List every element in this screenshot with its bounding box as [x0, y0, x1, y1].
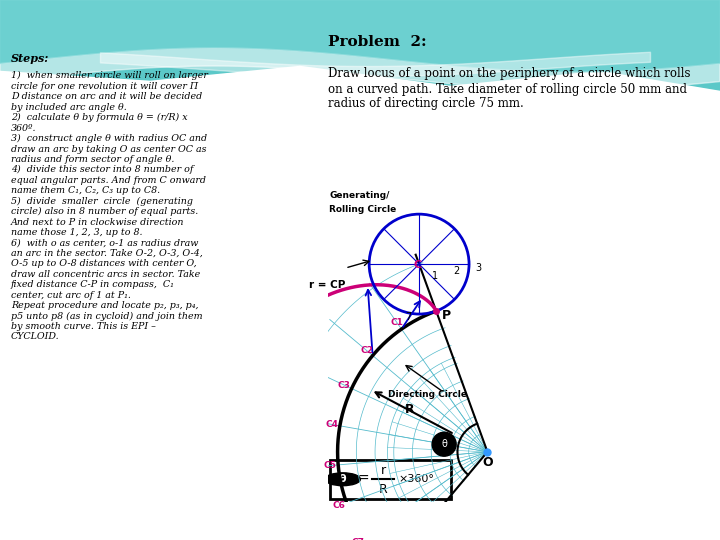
Text: r: r [380, 464, 386, 477]
Text: C: C [413, 260, 421, 270]
Text: Steps:: Steps: [11, 53, 49, 64]
Text: R: R [379, 483, 387, 496]
Text: 1)  when smaller circle will roll on larger
circle for one revolution it will co: 1) when smaller circle will roll on larg… [11, 71, 207, 341]
Text: θ: θ [339, 474, 346, 484]
Text: O: O [482, 456, 492, 469]
Text: =: = [357, 472, 369, 486]
Text: 2: 2 [454, 266, 459, 275]
Text: r = CP: r = CP [309, 280, 346, 290]
Text: R: R [405, 403, 414, 416]
Text: C5: C5 [324, 461, 337, 470]
Text: ×360°: ×360° [398, 474, 434, 484]
Text: P: P [442, 309, 451, 322]
Text: Directing Circle: Directing Circle [389, 390, 467, 399]
Text: Generating/: Generating/ [329, 191, 390, 200]
Circle shape [325, 473, 361, 485]
FancyBboxPatch shape [330, 460, 451, 499]
Text: Draw locus of a point on the periphery of a circle which rolls
on a curved path.: Draw locus of a point on the periphery o… [328, 68, 690, 111]
Text: θ: θ [441, 439, 447, 449]
Text: C2: C2 [360, 346, 373, 355]
Text: C4: C4 [325, 420, 338, 429]
Circle shape [432, 432, 456, 456]
Text: 3: 3 [475, 264, 482, 273]
Text: C3: C3 [338, 381, 351, 390]
Text: C6: C6 [333, 501, 346, 510]
Text: 7: 7 [405, 312, 412, 322]
Text: C7: C7 [351, 538, 364, 540]
Text: Problem  2:: Problem 2: [328, 35, 426, 49]
Polygon shape [0, 0, 720, 90]
Text: C1: C1 [390, 318, 403, 327]
Text: 1: 1 [432, 271, 438, 281]
Text: Rolling Circle: Rolling Circle [329, 205, 397, 214]
